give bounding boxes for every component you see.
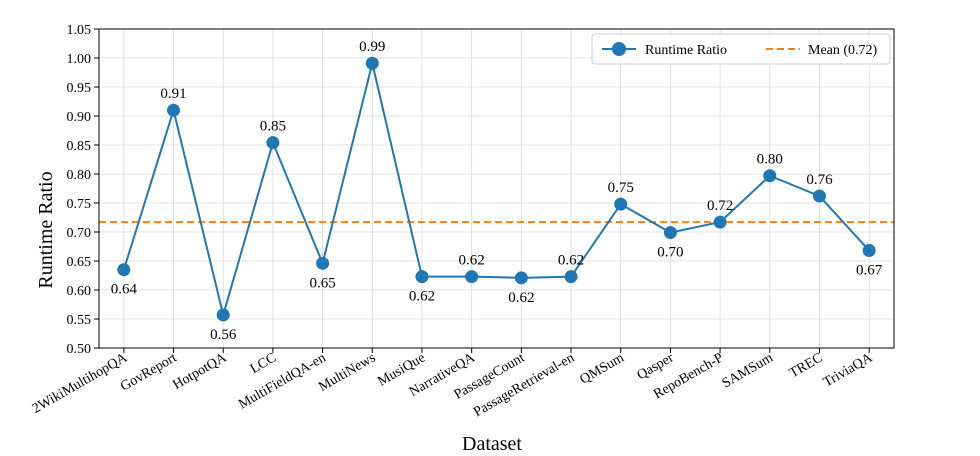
data-label: 0.80	[757, 152, 783, 168]
grid	[99, 28, 894, 349]
y-tick-label: 1.05	[67, 23, 92, 38]
x-tick-label: HotpotQA	[171, 350, 230, 393]
data-point	[862, 244, 876, 258]
data-point	[167, 103, 181, 117]
data-label: 0.62	[508, 290, 534, 306]
y-tick-label: 1.00	[67, 52, 92, 67]
data-point	[663, 226, 677, 240]
data-point	[316, 256, 330, 270]
data-label: 0.76	[806, 172, 833, 188]
x-tick-label: QMSum	[577, 350, 626, 387]
data-label: 0.65	[309, 275, 335, 291]
data-point	[266, 136, 280, 150]
y-tick-label: 0.65	[67, 255, 92, 270]
data-point	[713, 215, 727, 229]
x-tick-label: TriviaQA	[821, 350, 876, 390]
y-tick-label: 0.60	[67, 284, 92, 299]
data-label: 0.62	[558, 253, 584, 269]
x-tick-label: SAMSum	[720, 350, 776, 391]
y-tick-label: 0.85	[67, 139, 92, 154]
y-tick-label: 0.55	[67, 313, 92, 328]
data-labels: 0.64 0.91 0.56 0.85 0.65 0.99 0.62 0.62 0.62 0.62…	[111, 39, 883, 343]
data-point	[514, 271, 528, 285]
data-point	[415, 270, 429, 284]
series-layer	[117, 56, 876, 322]
data-label: 0.62	[409, 289, 435, 305]
y-tick-label: 0.75	[67, 197, 92, 212]
legend-frame	[591, 33, 891, 65]
y-tick-label: 0.70	[67, 226, 92, 241]
legend-mean-label: Mean (0.72)	[808, 43, 878, 58]
data-label: 0.67	[856, 263, 883, 279]
x-tick-label: MultiFieldQA-en	[236, 350, 328, 412]
data-label: 0.72	[707, 198, 733, 214]
legend-series-label: Runtime Ratio	[645, 43, 727, 58]
y-tick-label: 0.50	[67, 342, 92, 357]
data-point	[564, 270, 578, 284]
data-label: 0.99	[359, 39, 385, 55]
series-line	[122, 62, 870, 319]
data-point	[614, 197, 628, 211]
data-point	[812, 189, 826, 203]
y-tick-label: 0.90	[67, 110, 92, 125]
data-label: 0.64	[111, 282, 138, 298]
y-tick-label: 0.80	[67, 168, 92, 183]
data-point	[763, 169, 777, 183]
data-label: 0.62	[459, 253, 485, 269]
legend-series-marker	[612, 42, 626, 56]
y-axis-title: Runtime Ratio	[35, 171, 57, 288]
x-tick-label: TREC	[787, 350, 825, 381]
data-label: 0.56	[210, 327, 237, 343]
data-point	[117, 263, 131, 277]
data-point	[365, 56, 379, 70]
data-label: 0.85	[260, 119, 286, 135]
x-axis-title: Dataset	[462, 433, 522, 455]
plot-frame	[98, 28, 895, 349]
y-tick-label: 0.95	[67, 81, 92, 96]
data-label: 0.91	[160, 86, 186, 102]
x-tick-label: MultiNews	[316, 350, 378, 394]
x-tick-label: LCC	[248, 350, 279, 377]
legend: Runtime Ratio Mean (0.72)	[591, 33, 891, 65]
data-point	[465, 270, 479, 284]
x-tick-label: 2WikiMultihopQA	[30, 350, 131, 417]
data-label: 0.75	[608, 180, 634, 196]
data-label: 0.70	[657, 245, 683, 261]
x-tick-label: GovReport	[118, 350, 179, 394]
data-point	[216, 308, 230, 322]
